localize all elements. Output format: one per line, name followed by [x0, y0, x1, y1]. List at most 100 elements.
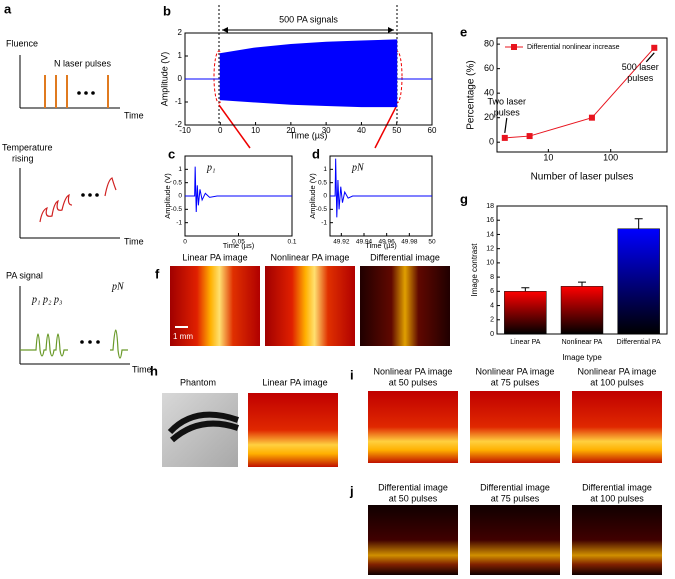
y-tick-label: 40 [484, 88, 494, 98]
y-axis-label: Amplitude (V) [163, 173, 172, 219]
image-title: at 100 pulses [590, 377, 644, 387]
x-tick-label: 49.92 [333, 239, 350, 246]
x-tick-label: 49.94 [356, 239, 373, 246]
annotation: 500 laser [622, 62, 659, 72]
annotation: N laser pulses [54, 58, 112, 68]
panel-label: e [460, 24, 467, 39]
x-tick-label: Nonlinear PA [562, 339, 603, 346]
image-title: Nonlinear PA image [374, 366, 453, 376]
image-title: at 75 pulses [491, 493, 540, 503]
y-tick-label: 12 [486, 246, 494, 253]
y-tick-label: 0 [178, 193, 182, 200]
panel-label: c [168, 146, 175, 161]
data-line [504, 47, 655, 139]
y-tick-label: 1 [178, 51, 183, 60]
x-tick-label: 49.96 [379, 239, 396, 246]
pa-image [170, 266, 260, 346]
axis-label: rising [12, 153, 34, 163]
annotation: p₁ [206, 162, 215, 173]
axis-label: Time [124, 236, 144, 246]
panel-label: b [163, 3, 171, 18]
signal-envelope [219, 39, 398, 80]
y-tick-label: 80 [484, 39, 494, 49]
pulse-label: p₃ [53, 294, 63, 305]
annotation: pulses [627, 73, 654, 83]
y-axis-label: Amplitude (V) [308, 173, 317, 219]
annotation: Two laser [488, 96, 527, 106]
scale-bar-label: 1 mm [173, 332, 193, 341]
pulse-label: p₁ [31, 294, 40, 305]
axis-label: Time [124, 110, 144, 120]
y-tick-label: 0 [489, 137, 494, 147]
y-tick-label: -0.5 [316, 206, 328, 213]
pa-image [470, 391, 560, 463]
annotation: pulses [494, 107, 521, 117]
x-tick-label: 100 [603, 152, 618, 162]
image-title: Linear PA image [182, 252, 247, 262]
y-tick-label: 0.5 [318, 179, 327, 186]
y-tick-label: 1 [178, 166, 182, 173]
panel-label: a [4, 1, 12, 16]
image-title: Differential image [582, 482, 652, 492]
y-tick-label: 2 [490, 317, 494, 324]
legend-label: Differential nonlinear increase [527, 44, 620, 51]
pa-image [248, 393, 338, 467]
x-axis-label: Time (µs) [365, 241, 397, 250]
y-tick-label: 0.5 [173, 179, 182, 186]
annotation-arrow [645, 52, 655, 63]
pa-image [572, 391, 662, 463]
x-tick-label: 60 [428, 126, 437, 135]
pa-image [265, 266, 355, 346]
panel-label: f [155, 266, 160, 281]
x-tick-label: 0 [183, 239, 187, 246]
image-title: Phantom [180, 377, 216, 387]
x-tick-label: 0.1 [287, 239, 296, 246]
pa-image [470, 505, 560, 575]
image-title: Differential image [480, 482, 550, 492]
image-title: at 75 pulses [491, 377, 540, 387]
image-title: at 100 pulses [590, 493, 644, 503]
x-tick-label: 50 [428, 239, 436, 246]
axis-label: Fluence [6, 38, 38, 48]
y-tick-label: 18 [486, 203, 494, 210]
plot-frame [496, 37, 668, 153]
marker [588, 114, 595, 121]
y-tick-label: 16 [486, 217, 494, 224]
y-tick-label: 6 [490, 288, 494, 295]
y-axis-label: Percentage (%) [466, 60, 477, 129]
marker [526, 133, 533, 140]
signal-envelope [219, 78, 398, 108]
pa-image [572, 505, 662, 575]
panel-label: d [312, 146, 320, 161]
pulse-label: pN [111, 281, 125, 292]
y-tick-label: 8 [490, 274, 494, 281]
image-title: Nonlinear PA image [271, 252, 350, 262]
image-title: Differential image [378, 482, 448, 492]
x-tick-label: Differential PA [617, 339, 661, 346]
y-tick-label: -0.5 [171, 206, 183, 213]
y-tick-label: 0 [323, 193, 327, 200]
x-tick-label: 50 [392, 126, 401, 135]
data-line [185, 166, 292, 213]
y-tick-label: -1 [175, 97, 183, 106]
x-tick-label: -10 [179, 126, 191, 135]
panel-label: j [349, 483, 354, 498]
y-tick-label: 0 [178, 74, 183, 83]
bar [560, 286, 604, 335]
panel-label: g [460, 191, 468, 206]
image-title: Nonlinear PA image [476, 366, 555, 376]
x-tick-label: 20 [286, 126, 295, 135]
y-tick-label: 14 [486, 231, 494, 238]
bar [617, 228, 660, 335]
pa-image [368, 505, 458, 575]
pa-image [360, 266, 450, 346]
error-bar [578, 281, 586, 287]
x-tick-label: Linear PA [510, 339, 541, 346]
error-bar [634, 218, 643, 229]
data-line [330, 158, 432, 218]
y-axis-label: Image contrast [470, 243, 479, 297]
y-tick-label: -1 [321, 219, 327, 226]
x-axis-label: Number of laser pulses [531, 172, 634, 183]
image-title: Linear PA image [262, 377, 327, 387]
